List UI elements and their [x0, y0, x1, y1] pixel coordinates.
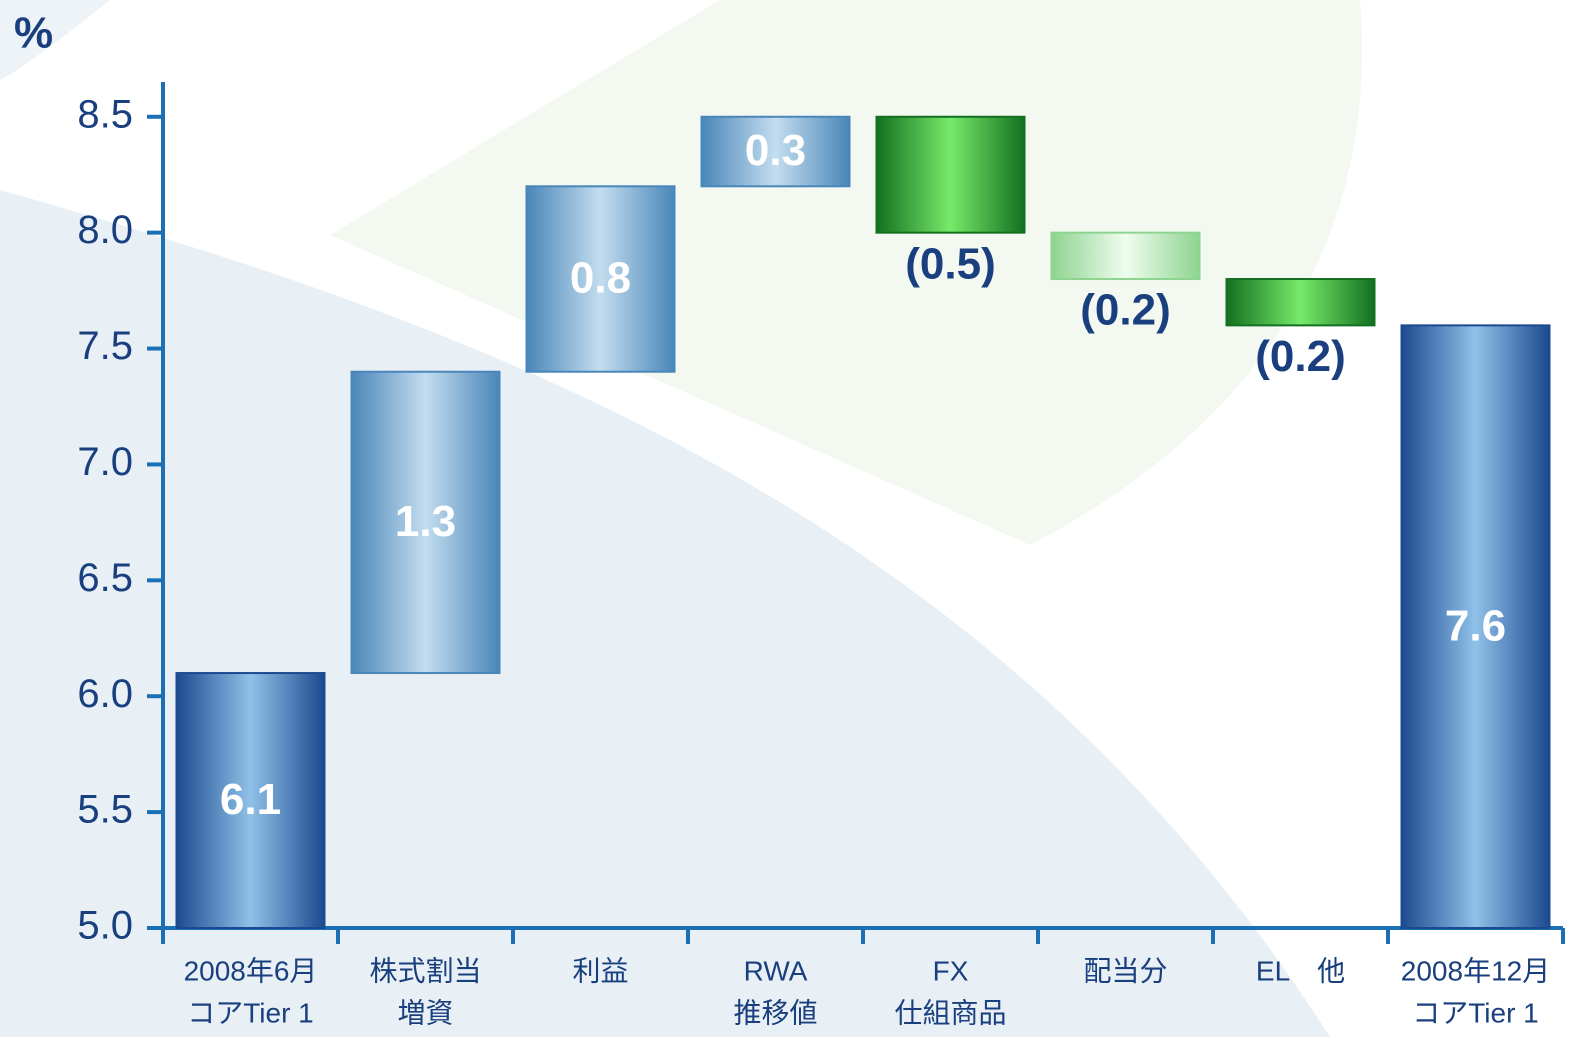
x-tick-label: EL 他: [1256, 955, 1345, 986]
y-tick-label: 5.5: [77, 788, 133, 832]
bar: [1050, 231, 1201, 281]
x-tick-label: 株式割当: [369, 955, 481, 986]
value-label: 0.8: [570, 254, 631, 303]
y-tick-label: 7.5: [77, 324, 133, 368]
x-tick-label: 配当分: [1083, 955, 1167, 986]
x-tick-label: 仕組商品: [894, 997, 1006, 1028]
bar: [175, 672, 326, 929]
x-tick-label: コアTier 1: [187, 997, 314, 1028]
background-corner: [0, 0, 110, 80]
value-label: 1.3: [395, 497, 456, 546]
bar: [1225, 278, 1376, 327]
bar: [350, 370, 501, 675]
x-tick-label: コアTier 1: [1412, 997, 1539, 1028]
bar: [1400, 324, 1551, 929]
y-unit-label: %: [14, 9, 53, 58]
value-label: (0.2): [1080, 286, 1170, 335]
value-label: 0.3: [745, 126, 806, 175]
value-label: 7.6: [1445, 601, 1506, 650]
y-tick-label: 6.5: [77, 556, 133, 600]
x-tick-label: 2008年6月: [184, 955, 318, 986]
value-label: (0.2): [1255, 332, 1345, 381]
x-tick-label: 2008年12月: [1401, 955, 1550, 986]
x-tick-label: RWA: [744, 955, 808, 986]
bar: [525, 185, 676, 373]
value-label: 6.1: [220, 775, 281, 824]
x-tick-label: FX: [933, 955, 969, 986]
y-tick-label: 6.0: [77, 672, 133, 716]
y-tick-label: 8.5: [77, 92, 133, 136]
x-tick-label: 増資: [397, 997, 453, 1028]
bar: [875, 115, 1026, 234]
y-tick-label: 7.0: [77, 440, 133, 484]
x-tick-label: 推移値: [733, 997, 817, 1028]
value-label: (0.5): [905, 239, 995, 288]
y-tick-label: 8.0: [77, 208, 133, 252]
bar: [700, 115, 851, 188]
background-leaf: [330, 0, 1363, 545]
y-tick-label: 5.0: [77, 904, 133, 948]
x-tick-label: 利益: [572, 955, 628, 986]
background-swoosh: [0, 190, 1330, 1037]
